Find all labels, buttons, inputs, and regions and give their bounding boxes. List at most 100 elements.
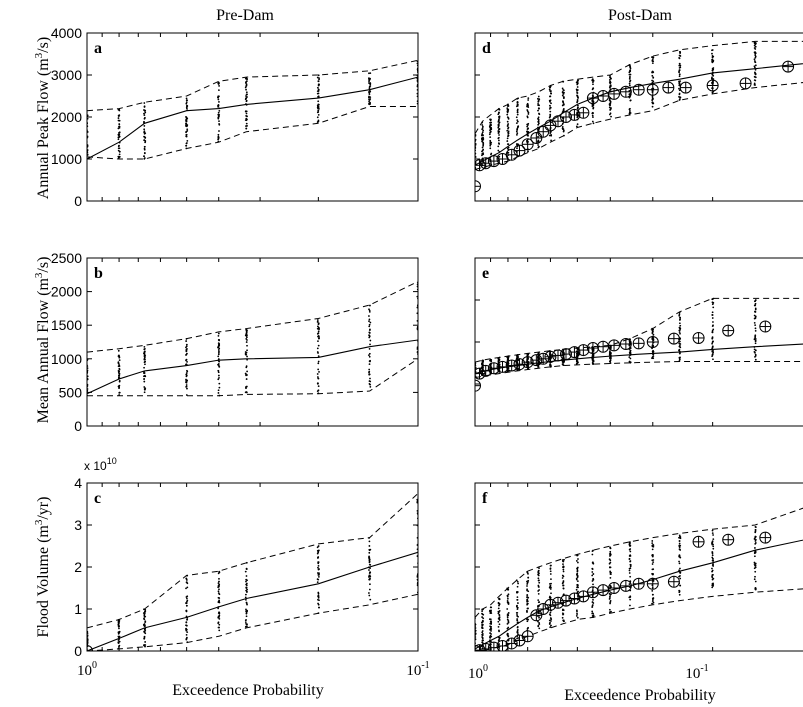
simulation-point [417, 562, 418, 565]
simulation-point [317, 340, 319, 342]
simulation-point [651, 59, 654, 62]
simulation-point [369, 321, 372, 324]
simulation-point [143, 388, 146, 391]
simulation-point [417, 581, 418, 584]
simulation-point [481, 146, 484, 149]
simulation-point [610, 77, 612, 80]
simulation-point [185, 350, 188, 353]
simulation-point [678, 536, 680, 539]
observed-point [597, 340, 610, 353]
simulation-point [537, 146, 540, 149]
simulation-point [245, 598, 247, 601]
simulation-point [497, 136, 500, 139]
simulation-point [490, 620, 492, 623]
plot-area [475, 40, 803, 193]
simulation-point [475, 627, 477, 629]
simulation-point [417, 496, 418, 499]
simulation-point [144, 358, 146, 361]
simulation-point [481, 621, 484, 623]
simulation-point [562, 560, 565, 563]
simulation-point [651, 95, 654, 98]
simulation-point [516, 631, 519, 634]
simulation-point [117, 138, 120, 141]
observed-point [619, 579, 632, 592]
simulation-point [480, 163, 483, 166]
simulation-point [711, 353, 714, 356]
simulation-point [537, 366, 540, 368]
simulation-point [368, 363, 371, 366]
simulation-point [489, 136, 492, 139]
simulation-point [538, 567, 540, 570]
simulation-point [591, 610, 594, 613]
simulation-point [245, 334, 248, 336]
simulation-point [217, 572, 220, 575]
simulation-point [489, 612, 492, 614]
simulation-point [497, 130, 500, 133]
simulation-point [497, 620, 500, 623]
simulation-point [592, 106, 595, 109]
panel-b: 0 500 1000 1500 2000 2500 b [51, 250, 419, 434]
simulation-point [526, 602, 529, 605]
simulation-point [629, 598, 632, 601]
simulation-point [217, 607, 220, 610]
simulation-point [87, 131, 89, 133]
simulation-point [416, 544, 418, 546]
simulation-point [317, 80, 320, 83]
simulation-point [562, 584, 564, 587]
simulation-point [475, 140, 476, 143]
simulation-point [316, 90, 319, 93]
simulation-point [87, 149, 89, 152]
panel-letter-a: a [94, 40, 102, 57]
simulation-point [245, 84, 248, 87]
simulation-point [245, 386, 247, 389]
simulation-point [317, 566, 319, 569]
observed-point [692, 331, 705, 344]
simulation-point [318, 606, 320, 609]
simulation-point [416, 328, 418, 330]
observed-point [577, 344, 590, 357]
simulation-point [711, 586, 714, 589]
simulation-point [538, 98, 541, 101]
simulation-point [117, 155, 120, 158]
simulation-point [577, 586, 579, 589]
simulation-point [712, 55, 715, 58]
simulation-point [516, 630, 519, 633]
simulation-point [317, 74, 320, 77]
simulation-point [143, 380, 146, 383]
observed-point [667, 332, 680, 345]
simulation-point [317, 362, 320, 365]
simulation-point [369, 377, 371, 380]
simulation-point [217, 392, 220, 394]
simulation-point [576, 83, 579, 85]
simulation-point [711, 311, 714, 314]
simulation-point [481, 634, 484, 636]
simulation-point [490, 152, 493, 155]
simulation-point [753, 350, 756, 353]
simulation-point [550, 582, 552, 585]
simulation-point [417, 335, 418, 337]
simulation-point [117, 147, 120, 150]
simulation-point [117, 115, 120, 118]
simulation-point [575, 615, 578, 617]
simulation-point [575, 362, 578, 365]
simulation-point [550, 578, 552, 580]
simulation-point [245, 341, 248, 343]
simulation-point [537, 116, 540, 119]
simulation-point [143, 378, 145, 381]
simulation-point [651, 105, 654, 108]
simulation-point [245, 615, 248, 618]
lower-envelope-line [87, 593, 418, 651]
simulation-point [186, 130, 189, 132]
simulation-point [317, 549, 320, 552]
simulation-point [537, 599, 540, 602]
simulation-point [576, 360, 579, 363]
simulation-point [144, 109, 147, 112]
simulation-point [651, 350, 654, 353]
simulation-point [318, 327, 320, 330]
simulation-point [576, 580, 579, 583]
simulation-point [118, 644, 121, 647]
simulation-point [651, 71, 654, 74]
median-line [87, 551, 418, 651]
simulation-point [537, 109, 539, 112]
simulation-point [592, 83, 594, 86]
